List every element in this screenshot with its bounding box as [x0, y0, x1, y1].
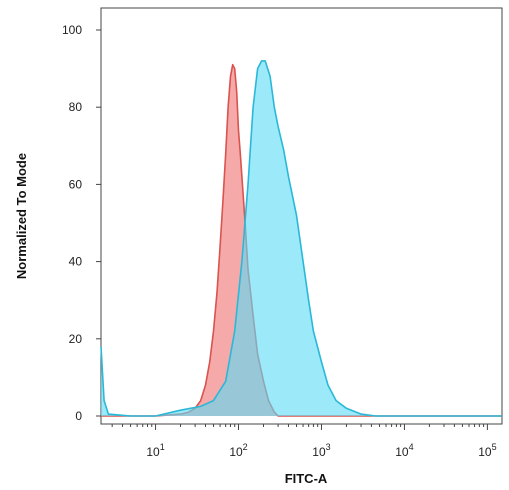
x-tick-label: 103 — [312, 442, 330, 459]
y-axis-title: Normalized To Mode — [14, 153, 29, 279]
y-tick-label: 100 — [62, 23, 82, 37]
histogram-area-2 — [101, 60, 502, 417]
x-tick-label: 101 — [146, 442, 164, 459]
y-axis-ticks: 0 20 40 60 80 100 — [62, 23, 101, 423]
histogram-outline-2 — [100, 60, 502, 417]
x-tick-label: 104 — [395, 442, 413, 459]
x-tick-label: 102 — [229, 442, 247, 459]
y-tick-label: 60 — [69, 177, 83, 191]
x-axis-ticks: 101 102 103 104 105 — [111, 424, 497, 459]
y-tick-label: 40 — [69, 255, 83, 269]
y-tick-label: 0 — [75, 409, 82, 423]
y-tick-label: 80 — [69, 100, 83, 114]
y-tick-label: 20 — [69, 332, 83, 346]
x-axis-title: FITC-A — [285, 471, 328, 486]
series-layer — [100, 60, 502, 417]
x-tick-label: 105 — [478, 442, 496, 459]
